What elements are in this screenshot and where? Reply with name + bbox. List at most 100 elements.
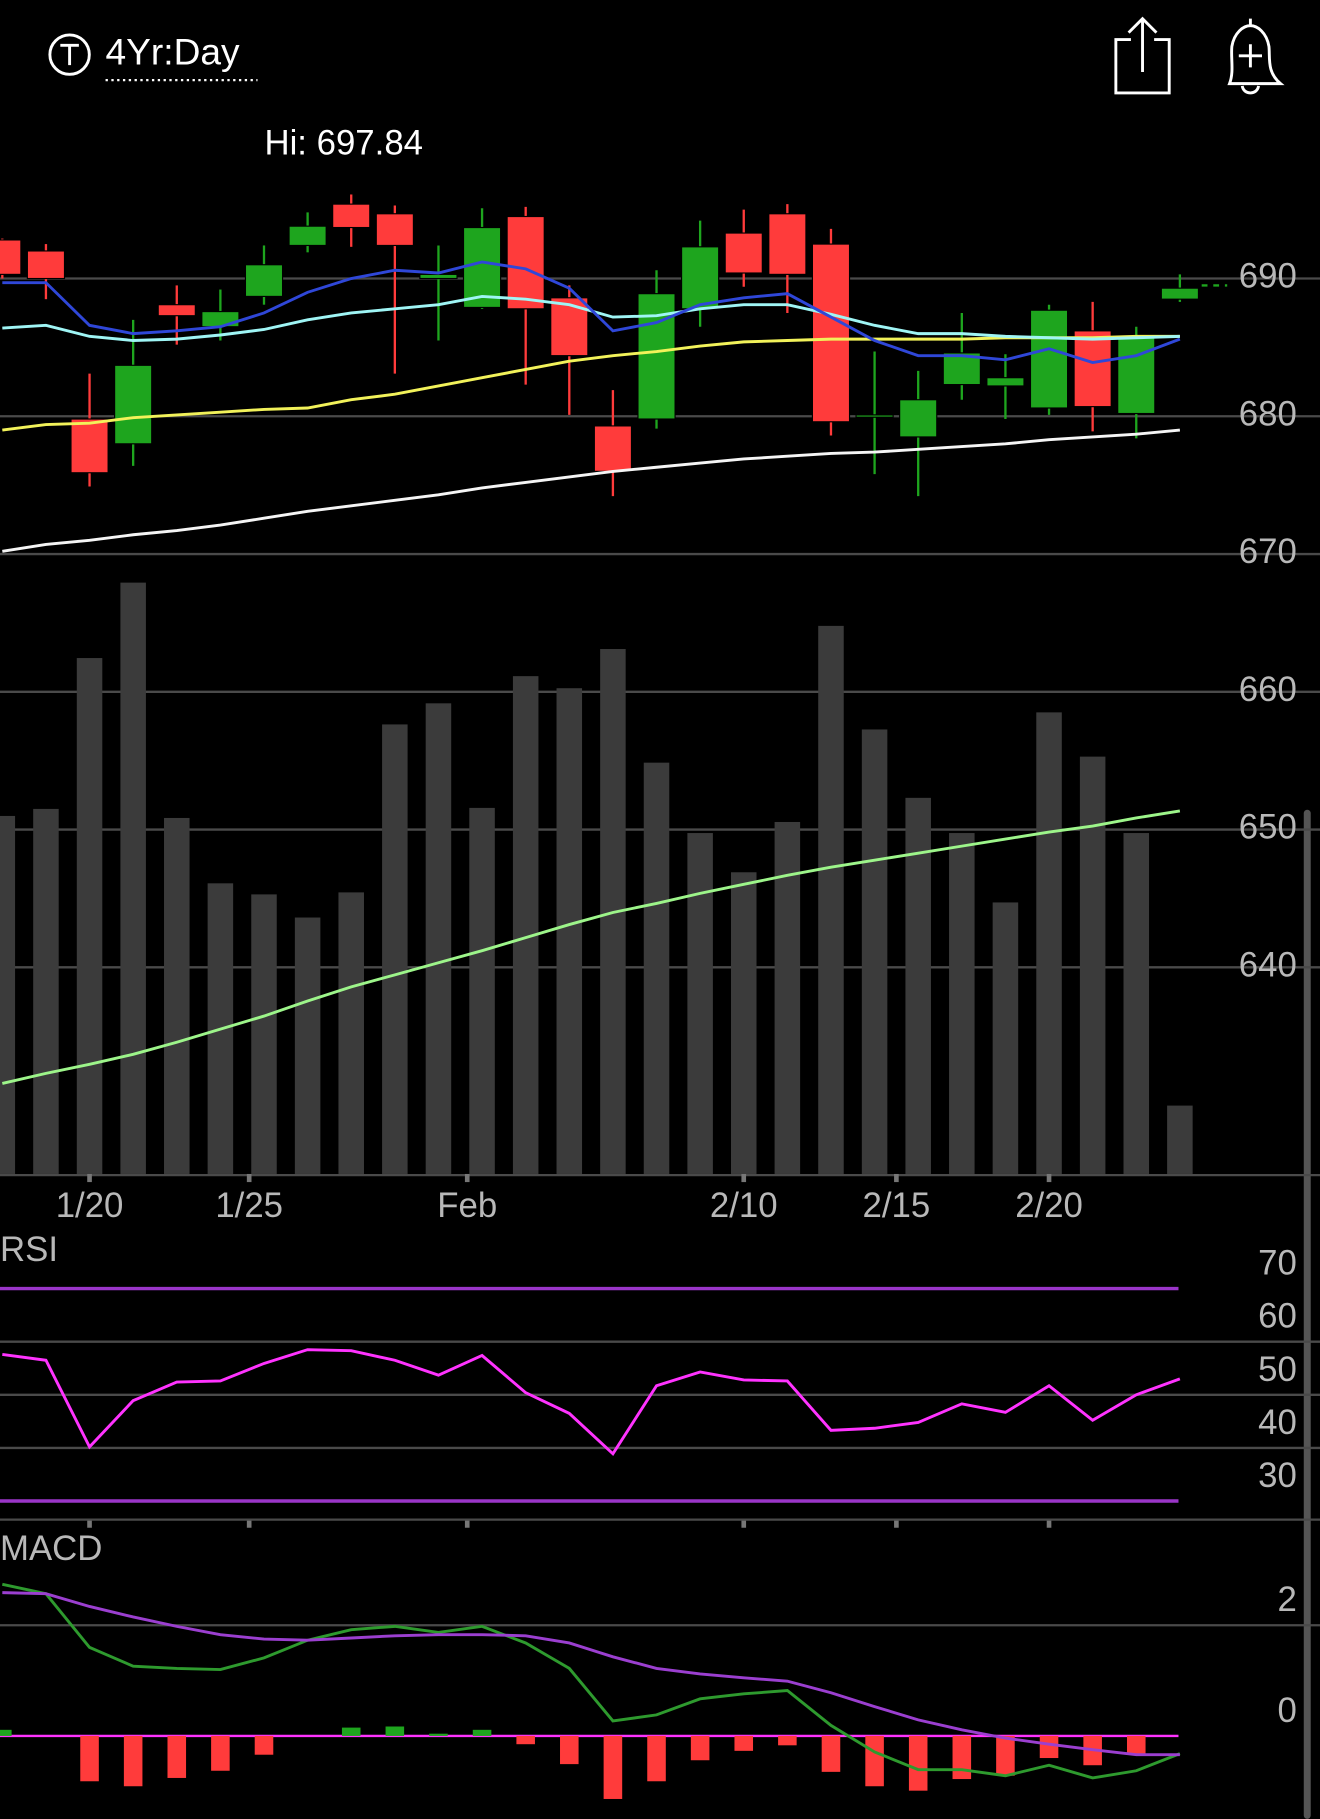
range-button[interactable]: 4Yr:Day (48, 30, 258, 82)
candle-body (593, 425, 633, 472)
range-icon-glyph (60, 43, 79, 66)
y-tick-label: 680 (1239, 395, 1297, 433)
volume-bar (1167, 1105, 1193, 1174)
high-label: Hi: 697.84 (264, 124, 423, 162)
rsi-line (2, 1348, 1181, 1456)
candle-body (419, 273, 458, 280)
y-tick-label: 70 (1258, 1245, 1297, 1283)
y-tick-label: 40 (1258, 1404, 1297, 1442)
histogram-bar (472, 1729, 492, 1736)
volume-bar (294, 917, 321, 1174)
x-tick-label: 1/20 (56, 1187, 124, 1225)
y-tick-label: 670 (1239, 533, 1297, 571)
candle-body (1160, 287, 1200, 300)
volume-bar (949, 833, 975, 1174)
volume-bar (818, 625, 844, 1174)
volume-bar (76, 658, 103, 1174)
volume-bar (774, 821, 801, 1174)
histogram-bar (516, 1735, 535, 1745)
macd-line (2, 1582, 1181, 1780)
volume-bar (730, 872, 757, 1174)
candle-body (986, 377, 1025, 387)
histogram-bar (821, 1735, 841, 1772)
y-tick-label: 650 (1239, 809, 1297, 847)
histogram-bar (429, 1733, 448, 1736)
histogram-bar (385, 1726, 405, 1736)
histogram-bar (560, 1735, 579, 1765)
volume-bar (1079, 756, 1106, 1174)
y-tick-label: 640 (1239, 947, 1297, 985)
scrollbar (1303, 809, 1311, 1819)
y-tick-label: 30 (1258, 1457, 1297, 1495)
x-tick-label: 2/15 (863, 1187, 931, 1225)
candle-body (0, 239, 22, 275)
candle-body (332, 203, 371, 229)
volume-bar (382, 724, 408, 1174)
candle-body (1029, 309, 1069, 409)
candle-body (26, 250, 66, 280)
histogram-bar (996, 1735, 1015, 1776)
histogram-bar (734, 1735, 754, 1751)
panel-title: RSI (0, 1231, 58, 1269)
x-tick-label: 2/20 (1015, 1187, 1083, 1225)
histogram-bar (80, 1735, 99, 1782)
histogram-bar (123, 1735, 143, 1787)
candle-body (462, 226, 502, 309)
candle-body (157, 304, 196, 317)
histogram-bar (167, 1735, 187, 1778)
histogram-bar (211, 1735, 230, 1771)
candle-body (768, 213, 807, 275)
candle-body (375, 213, 414, 247)
histogram-bar (1039, 1735, 1059, 1759)
histogram-bar (865, 1735, 884, 1787)
y-tick-label: 0 (1277, 1692, 1296, 1730)
y-tick-label: 2 (1277, 1581, 1296, 1619)
volume-bar (33, 808, 59, 1174)
candle-body (288, 225, 327, 247)
histogram-bar (254, 1735, 274, 1755)
range-icon (48, 33, 91, 76)
y-tick-label: 50 (1258, 1351, 1297, 1389)
y-tick-label: 660 (1239, 671, 1297, 709)
candle-body (70, 418, 109, 474)
histogram-bar (690, 1735, 710, 1761)
candle-body (114, 364, 153, 445)
volume-bar (0, 815, 16, 1174)
volume-bar (425, 703, 452, 1174)
candle-body (855, 414, 894, 418)
histogram-bar (341, 1727, 361, 1736)
volume-bar (861, 729, 888, 1174)
moving-average (2, 334, 1180, 432)
moving-average (2, 428, 1181, 553)
histogram-bar (908, 1735, 928, 1791)
histogram-bar (778, 1735, 797, 1746)
candle-body (1073, 330, 1112, 408)
x-tick-label: 1/25 (215, 1187, 283, 1225)
volume-bar (338, 892, 364, 1174)
alert-button[interactable] (1227, 18, 1285, 95)
volume-bar (120, 582, 146, 1174)
histogram-bar (0, 1729, 12, 1736)
volume-bar (992, 902, 1019, 1174)
candle-body (724, 232, 763, 274)
alert-icon (1227, 18, 1285, 95)
range-label: 4Yr:Day (106, 30, 240, 72)
volume-bar (469, 807, 495, 1174)
candle-body (550, 297, 589, 357)
volume-bar (251, 894, 277, 1174)
volume-bar (1036, 712, 1062, 1174)
signal-line (2, 1591, 1180, 1757)
histogram-bar (647, 1735, 666, 1782)
panel-title: MACD (0, 1530, 102, 1568)
volume-bar (643, 762, 670, 1174)
y-tick-label: 690 (1239, 258, 1297, 296)
histogram-bar (603, 1735, 623, 1799)
candle-body (244, 264, 284, 298)
volume-average (1, 809, 1181, 1085)
candle-body (811, 243, 851, 423)
volume-bar (1123, 833, 1150, 1174)
x-tick-label: 2/10 (710, 1187, 778, 1225)
share-button[interactable] (1114, 16, 1171, 95)
